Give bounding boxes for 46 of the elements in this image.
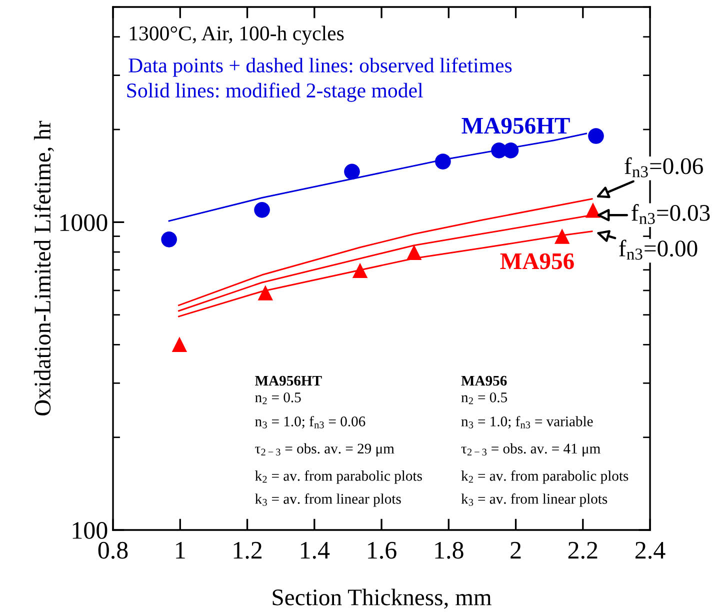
annotation: Data points + dashed lines: observed lifetimes: [128, 58, 512, 77]
x-tick-label: 2.2: [568, 542, 598, 559]
annotation: n$_{2}$ = 0.5: [255, 392, 301, 404]
x-tick-label: 0.8: [98, 542, 128, 559]
annotation: n$_{2}$ = 0.5: [461, 392, 508, 404]
annotation: n$_{3}$ = 1.0; f$_{n3}$ = 0.06: [255, 416, 366, 428]
point: [172, 336, 188, 352]
annotation: n$_{3}$ = 1.0; f$_{n3}$ = variable: [461, 416, 593, 428]
point: [344, 164, 360, 180]
annotation: MA956: [461, 376, 507, 386]
annotation: MA956HT: [255, 376, 322, 386]
x-tick-label: 1.8: [435, 542, 464, 559]
point: [554, 228, 570, 244]
x-tick-label: 1.6: [368, 542, 396, 559]
annotation: Solid lines: modified 2-stage model: [127, 82, 423, 102]
annotation: k$_{2}$ = av. from parabolic plots: [461, 470, 628, 484]
point: [254, 202, 270, 218]
y-tick-label: 100: [72, 522, 108, 539]
point: [258, 285, 273, 300]
x-tick-label: 1.4: [300, 542, 330, 559]
x-tick-label: 2: [510, 542, 521, 558]
series-label: f$_{n3}$=0.00: [619, 240, 698, 260]
x-axis-title: Section Thickness, mm: [272, 588, 492, 609]
point: [406, 244, 422, 260]
annotation: k$_{2}$ = av. from parabolic plots: [255, 470, 422, 484]
series-label: f$_{n3}$=0.06: [624, 157, 703, 178]
point: [588, 128, 604, 144]
series-label: f$_{n3}$=0.03: [632, 204, 710, 224]
series-label: MA956HT: [462, 118, 570, 134]
annotation: τ$_{2−3}$ = obs. av. = 41 μm: [461, 443, 600, 457]
x-tick-label: 2.4: [636, 542, 666, 559]
annotation: 1300°C, Air, 100-h cycles: [130, 26, 344, 45]
x-tick-label: 1.2: [234, 542, 262, 559]
annotation: k$_{3}$ = av. from linear plots: [255, 493, 401, 507]
point: [502, 142, 519, 158]
y-axis-title: Oxidation-Limited Lifetime, hr: [34, 120, 54, 416]
point: [435, 154, 451, 170]
x-tick-label: 1: [176, 542, 185, 558]
annotation: k$_{3}$ = av. from linear plots: [461, 493, 608, 507]
line-series: [178, 198, 593, 306]
y-tick-label: 1000: [60, 214, 108, 232]
series-label: MA956: [500, 253, 574, 270]
point: [161, 232, 177, 248]
point: [352, 262, 368, 278]
annotation: τ$_{2−3}$ = obs. av. = 29 μm: [255, 443, 394, 457]
point: [585, 202, 601, 218]
